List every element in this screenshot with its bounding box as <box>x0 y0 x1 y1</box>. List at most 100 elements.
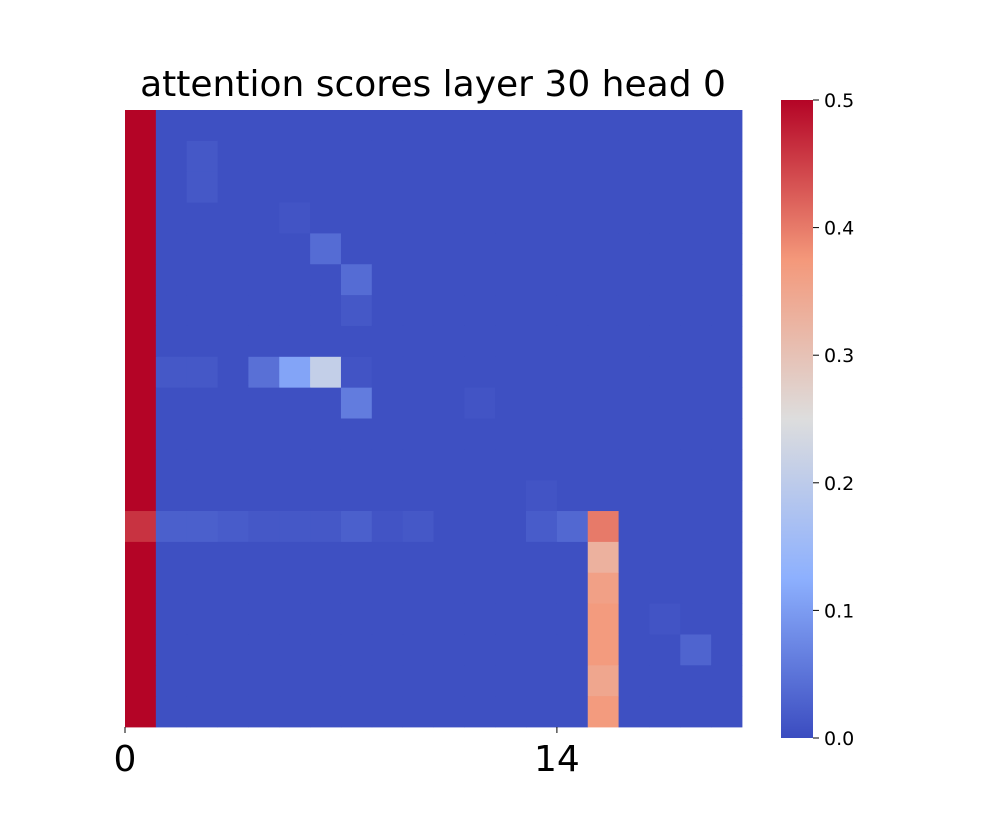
heatmap-cell <box>310 511 342 543</box>
heatmap-cell <box>680 665 712 697</box>
heatmap-cell <box>618 418 650 450</box>
heatmap-cell <box>433 665 465 697</box>
heatmap-cell <box>155 202 188 234</box>
heatmap-cell <box>310 140 342 173</box>
heatmap-cell <box>526 511 558 543</box>
heatmap-cell <box>155 480 188 512</box>
heatmap-cell <box>464 264 496 296</box>
heatmap-cell <box>186 356 218 389</box>
heatmap-cell <box>680 387 712 419</box>
heatmap-cell <box>618 110 650 142</box>
heatmap-cell <box>649 696 681 728</box>
heatmap-cell <box>587 696 619 728</box>
heatmap-cell <box>618 387 650 419</box>
heatmap-cell <box>649 295 681 327</box>
heatmap-cell <box>371 110 404 142</box>
heatmap-cell <box>464 171 496 203</box>
heatmap-cell <box>402 511 434 543</box>
heatmap-cell <box>279 356 311 389</box>
heatmap-cell <box>340 449 373 481</box>
heatmap-cell <box>711 603 743 635</box>
heatmap-cell <box>464 295 496 327</box>
heatmap-cell <box>125 325 157 358</box>
heatmap-cell <box>248 295 280 327</box>
heatmap-cell <box>248 202 280 234</box>
colorbar-tick-label: 0.2 <box>824 473 854 495</box>
heatmap-cell <box>371 325 404 358</box>
heatmap-cell <box>649 110 681 142</box>
heatmap-cell <box>279 511 311 543</box>
heatmap-cell <box>618 603 650 635</box>
heatmap-cell <box>155 696 188 728</box>
heatmap-cell <box>310 480 342 512</box>
heatmap-cell <box>649 603 681 635</box>
heatmap-cell <box>587 449 619 481</box>
heatmap-cell <box>248 356 280 389</box>
heatmap-cell <box>125 264 157 296</box>
heatmap-cell <box>711 541 743 574</box>
heatmap-cell <box>433 387 465 419</box>
heatmap-cell <box>402 418 434 450</box>
heatmap-cell <box>248 603 280 635</box>
heatmap-cell <box>371 572 404 604</box>
heatmap-cell <box>248 418 280 450</box>
heatmap-cell <box>618 202 650 234</box>
heatmap-cell <box>711 140 743 173</box>
heatmap-cell <box>340 541 373 574</box>
heatmap-cell <box>526 233 558 265</box>
heatmap-cell <box>186 140 218 173</box>
heatmap-cell <box>587 110 619 142</box>
heatmap-cell <box>279 603 311 635</box>
heatmap-cell <box>495 572 527 604</box>
heatmap-cell <box>125 634 157 666</box>
colorbar-tick-label: 0.4 <box>824 218 854 240</box>
colorbar-tick-label: 0.0 <box>824 728 854 750</box>
heatmap-cell <box>526 634 558 666</box>
heatmap-cell <box>340 110 373 142</box>
heatmap-cell <box>680 418 712 450</box>
heatmap-cell <box>217 171 249 203</box>
heatmap-cell <box>433 480 465 512</box>
heatmap-cell <box>464 202 496 234</box>
heatmap-cell <box>649 541 681 574</box>
heatmap-cell <box>186 325 218 358</box>
heatmap-cell <box>649 356 681 389</box>
heatmap-cell <box>371 541 404 574</box>
heatmap-cell <box>279 634 311 666</box>
heatmap-cell <box>649 480 681 512</box>
heatmap-cell <box>556 325 589 358</box>
heatmap-cell <box>402 171 434 203</box>
heatmap-cell <box>371 480 404 512</box>
heatmap-cell <box>526 696 558 728</box>
x-axis-ticks: 0 14 <box>114 727 580 780</box>
heatmap-cell <box>556 480 589 512</box>
heatmap-cell <box>402 665 434 697</box>
heatmap-cell <box>310 603 342 635</box>
heatmap-cell <box>495 387 527 419</box>
heatmap-cell <box>649 418 681 450</box>
heatmap-cell <box>526 541 558 574</box>
heatmap-cell <box>248 449 280 481</box>
heatmap-cell <box>556 634 589 666</box>
heatmap-cell <box>248 387 280 419</box>
heatmap-cell <box>556 295 589 327</box>
heatmap-cell <box>155 140 188 173</box>
heatmap-cell <box>433 418 465 450</box>
heatmap-cell <box>186 511 218 543</box>
heatmap-cell <box>217 356 249 389</box>
heatmap-cell <box>279 480 311 512</box>
heatmap-cell <box>711 233 743 265</box>
heatmap-cell <box>186 110 218 142</box>
heatmap-cell <box>495 140 527 173</box>
heatmap-cell <box>248 110 280 142</box>
heatmap-cell <box>433 264 465 296</box>
heatmap-cell <box>186 449 218 481</box>
heatmap-cell <box>526 665 558 697</box>
heatmap-cell <box>186 541 218 574</box>
heatmap-cell <box>402 356 434 389</box>
heatmap-cell <box>125 356 157 389</box>
heatmap-cell <box>556 603 589 635</box>
heatmap-cell <box>310 449 342 481</box>
heatmap-cell <box>433 511 465 543</box>
heatmap-cell <box>155 418 188 450</box>
